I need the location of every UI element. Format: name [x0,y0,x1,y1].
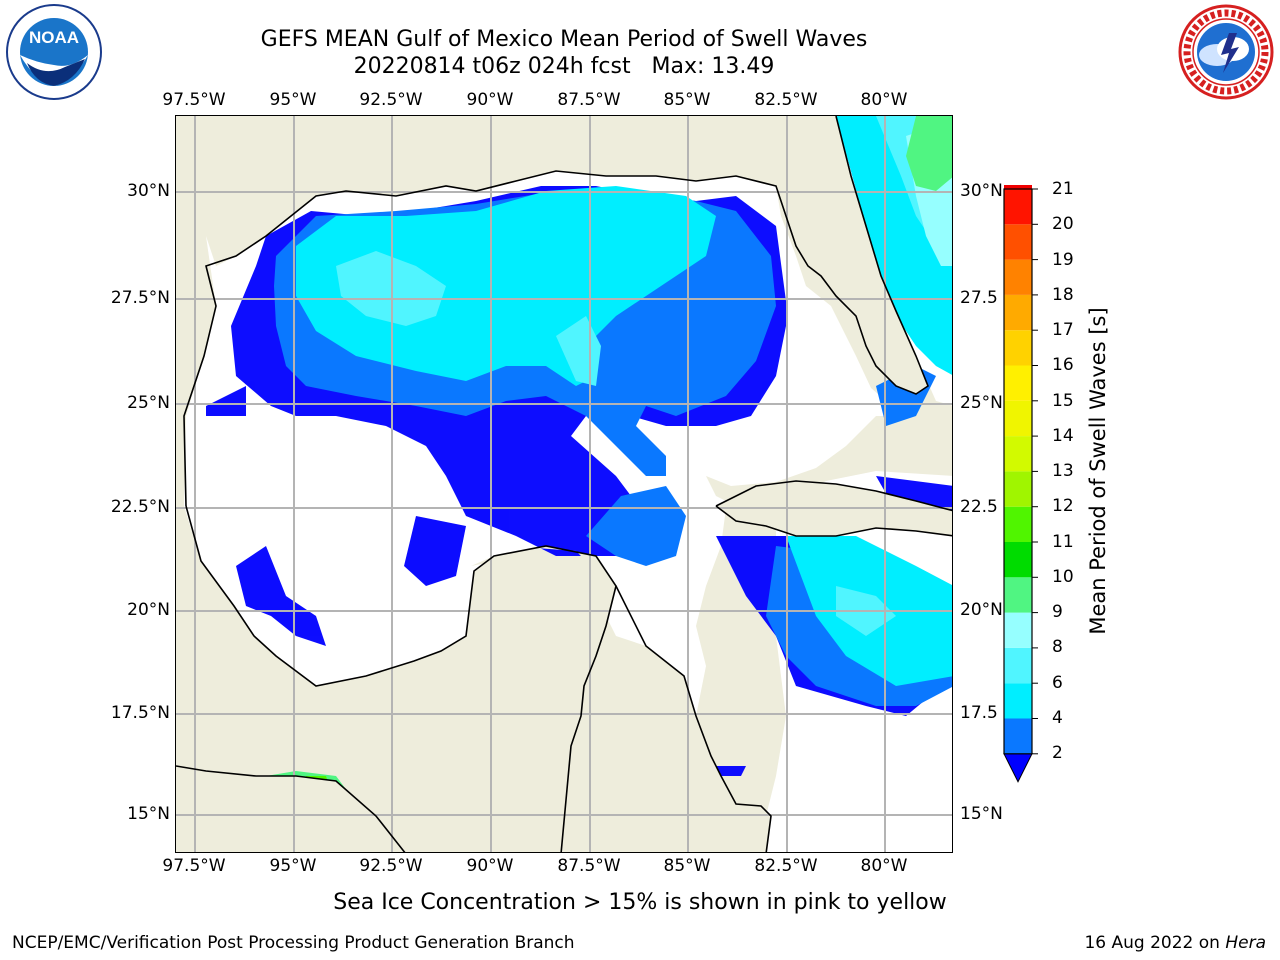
lon-label-bottom: 82.5°W [754,856,818,876]
colorbar-label: Mean Period of Swell Waves [s] [1086,307,1110,635]
colorbar-bin [1004,718,1032,754]
swell-band-2-4 [236,546,326,646]
colorbar-tick: 21 [1052,179,1074,199]
colorbar-tick: 15 [1052,391,1074,411]
gulf-map [176,116,952,852]
colorbar-bin [1004,647,1032,684]
lat-label-left: 30°N [127,181,170,201]
colorbar-extend-triangle [1003,753,1033,783]
colorbar-tick: 6 [1052,673,1063,693]
colorbar-tick: 4 [1052,708,1063,728]
mexico-coast [185,505,617,852]
colorbar-bin [1004,400,1032,437]
lat-label-left: 22.5°N [110,497,170,517]
colorbar-tick: 17 [1052,320,1074,340]
colorbar-tick: 8 [1052,637,1063,657]
colorbar-bin [1004,330,1032,366]
colorbar-bin [1004,577,1032,613]
sea-ice-note: Sea Ice Concentration > 15% is shown in … [333,890,947,915]
colorbar-bin [1004,506,1032,542]
lat-label-left: 17.5°N [110,703,170,723]
yucatan-east-coast [615,585,772,852]
lat-label-right: 20°N [960,600,1003,620]
lon-label-bottom: 95°W [269,856,317,876]
colorbar-tick: 14 [1052,426,1074,446]
florida-land [776,176,928,394]
swell-band-2-4 [404,516,466,586]
lon-label-top: 87.5°W [557,90,621,110]
colorbar-bin [1004,259,1032,295]
cuba-coast [715,480,952,537]
lon-label-bottom: 85°W [663,856,711,876]
lon-label-bottom: 80°W [860,856,908,876]
colorbar-bin [1004,294,1032,331]
lon-label-bottom: 92.5°W [359,856,423,876]
coastlines [176,116,952,852]
colorbar-bin [1004,683,1032,719]
central-america-coast [176,765,406,852]
lon-label-bottom: 90°W [466,856,514,876]
lon-label-bottom: 97.5°W [162,856,226,876]
map-panel [175,115,953,853]
lat-label-left: 25°N [127,393,170,413]
lon-label-top: 90°W [466,90,514,110]
footer-credit: NCEP/EMC/Verification Post Processing Pr… [12,933,575,953]
swell-band-6-8 [296,186,716,386]
lon-label-top: 95°W [269,90,317,110]
colorbar-bin [1004,185,1032,189]
nws-logo [1177,3,1275,101]
colorbar-tick: 13 [1052,461,1074,481]
colorbar-bin [1004,436,1032,472]
lat-label-right: 15°N [960,804,1003,824]
lon-label-top: 80°W [860,90,908,110]
lon-label-top: 97.5°W [162,90,226,110]
lon-label-top: 82.5°W [754,90,818,110]
colorbar-bin [1004,471,1032,507]
central-america-land [176,766,405,852]
noaa-logo-text: NOAA [29,28,79,47]
colorbar-tick: 10 [1052,567,1074,587]
lon-label-bottom: 87.5°W [557,856,621,876]
lat-label-right: 17.5 [960,703,998,723]
footer-host: Hera [1225,933,1266,953]
colorbar-bin [1004,365,1032,401]
lat-label-right: 30°N [960,181,1003,201]
colorbar-tick: 11 [1052,532,1074,552]
noaa-logo: NOAA [5,3,103,101]
lat-label-left: 27.5°N [110,288,170,308]
colorbar-tick: 16 [1052,355,1074,375]
lat-label-left: 15°N [127,804,170,824]
lon-label-top: 85°W [663,90,711,110]
colorbar-bin [1004,224,1032,260]
chart-title: GEFS MEAN Gulf of Mexico Mean Period of … [260,27,868,52]
lat-label-right: 27.5 [960,288,998,308]
colorbar [1003,185,1038,783]
footer-date-text: 16 Aug 2022 on [1084,933,1226,953]
lat-label-left: 20°N [127,600,170,620]
lat-label-right: 22.5 [960,497,998,517]
colorbar-tick: 12 [1052,496,1074,516]
swell-band-4-6 [586,486,686,566]
swell-band-2-4 [206,386,246,416]
colorbar-tick: 9 [1052,602,1063,622]
swell-band-6-8 [836,116,952,375]
graticule [176,116,952,852]
colorbar-tick: 19 [1052,250,1074,270]
colorbar-bin [1004,189,1032,225]
colorbar-tick: 18 [1052,285,1074,305]
colorbar-bin [1004,542,1032,578]
lon-label-top: 92.5°W [359,90,423,110]
lat-label-right: 25°N [960,393,1003,413]
swell-band-10-11 [906,116,952,191]
chart-subtitle: 20220814 t06z 024h fcst Max: 13.49 [353,54,775,79]
colorbar-tick: 20 [1052,214,1074,234]
colorbar-bin [1004,612,1032,648]
colorbar-tick: 2 [1052,743,1063,763]
us-gulf-coast [183,116,929,507]
yucatan-land [471,546,771,852]
footer-date: 16 Aug 2022 on Hera [1084,933,1266,953]
